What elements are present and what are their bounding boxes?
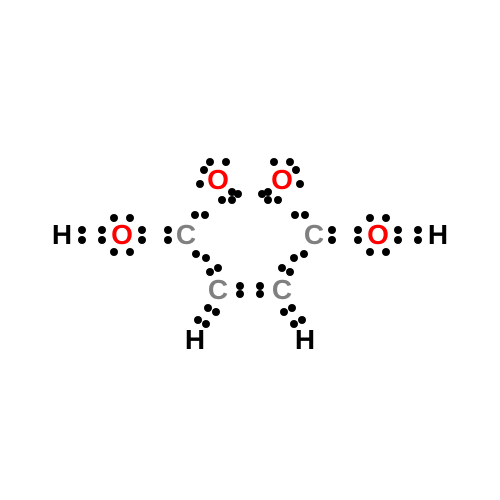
- electron-dot: [110, 248, 118, 256]
- atom-c: C: [176, 221, 196, 249]
- electron-dot: [78, 236, 86, 244]
- electron-dot: [274, 196, 282, 204]
- electron-dot: [290, 254, 298, 262]
- electron-dot: [236, 282, 244, 290]
- electron-dot: [212, 308, 220, 316]
- atom-o: O: [111, 221, 133, 249]
- electron-dot: [264, 196, 272, 204]
- electron-dot: [138, 226, 146, 234]
- atom-o: O: [367, 221, 389, 249]
- electron-dot: [328, 226, 336, 234]
- electron-dot: [206, 268, 214, 276]
- atom-h: H: [295, 326, 315, 354]
- electron-dot: [382, 248, 390, 256]
- electron-dot: [228, 196, 236, 204]
- atom-h: H: [428, 221, 448, 249]
- atom-o: O: [271, 166, 293, 194]
- electron-dot: [218, 196, 226, 204]
- electron-dot: [264, 188, 272, 196]
- electron-dot: [280, 308, 288, 316]
- electron-dot: [328, 236, 336, 244]
- electron-dot: [291, 211, 299, 219]
- electron-dot: [138, 236, 146, 244]
- electron-dot: [394, 226, 402, 234]
- electron-dot: [202, 254, 210, 262]
- electron-dot: [164, 226, 172, 234]
- electron-dot: [192, 250, 200, 258]
- electron-dot: [288, 304, 296, 312]
- atom-c: C: [304, 221, 324, 249]
- atom-o: O: [207, 166, 229, 194]
- electron-dot: [300, 250, 308, 258]
- electron-dot: [204, 304, 212, 312]
- electron-dot: [414, 226, 422, 234]
- electron-dot: [98, 226, 106, 234]
- electron-dot: [194, 316, 202, 324]
- electron-dot: [382, 214, 390, 222]
- atom-c: C: [208, 276, 228, 304]
- electron-dot: [366, 214, 374, 222]
- electron-dot: [286, 268, 294, 276]
- electron-dot: [110, 214, 118, 222]
- electron-dot: [98, 236, 106, 244]
- electron-dot: [414, 236, 422, 244]
- electron-dot: [256, 282, 264, 290]
- electron-dot: [278, 264, 286, 272]
- electron-dot: [214, 264, 222, 272]
- electron-dot: [354, 236, 362, 244]
- electron-dot: [201, 211, 209, 219]
- electron-dot: [292, 166, 300, 174]
- electron-dot: [191, 211, 199, 219]
- electron-dot: [200, 166, 208, 174]
- electron-dot: [286, 158, 294, 166]
- electron-dot: [126, 214, 134, 222]
- atom-h: H: [185, 326, 205, 354]
- atom-c: C: [272, 276, 292, 304]
- electron-dot: [164, 236, 172, 244]
- electron-dot: [206, 158, 214, 166]
- electron-dot: [202, 320, 210, 328]
- electron-dot: [196, 180, 204, 188]
- electron-dot: [222, 158, 230, 166]
- electron-dot: [394, 236, 402, 244]
- electron-dot: [301, 211, 309, 219]
- electron-dot: [296, 180, 304, 188]
- electron-dot: [290, 320, 298, 328]
- electron-dot: [298, 316, 306, 324]
- electron-dot: [126, 248, 134, 256]
- atom-h: H: [52, 221, 72, 249]
- electron-dot: [78, 226, 86, 234]
- electron-dot: [236, 290, 244, 298]
- electron-dot: [366, 248, 374, 256]
- electron-dot: [256, 290, 264, 298]
- electron-dot: [354, 226, 362, 234]
- electron-dot: [270, 158, 278, 166]
